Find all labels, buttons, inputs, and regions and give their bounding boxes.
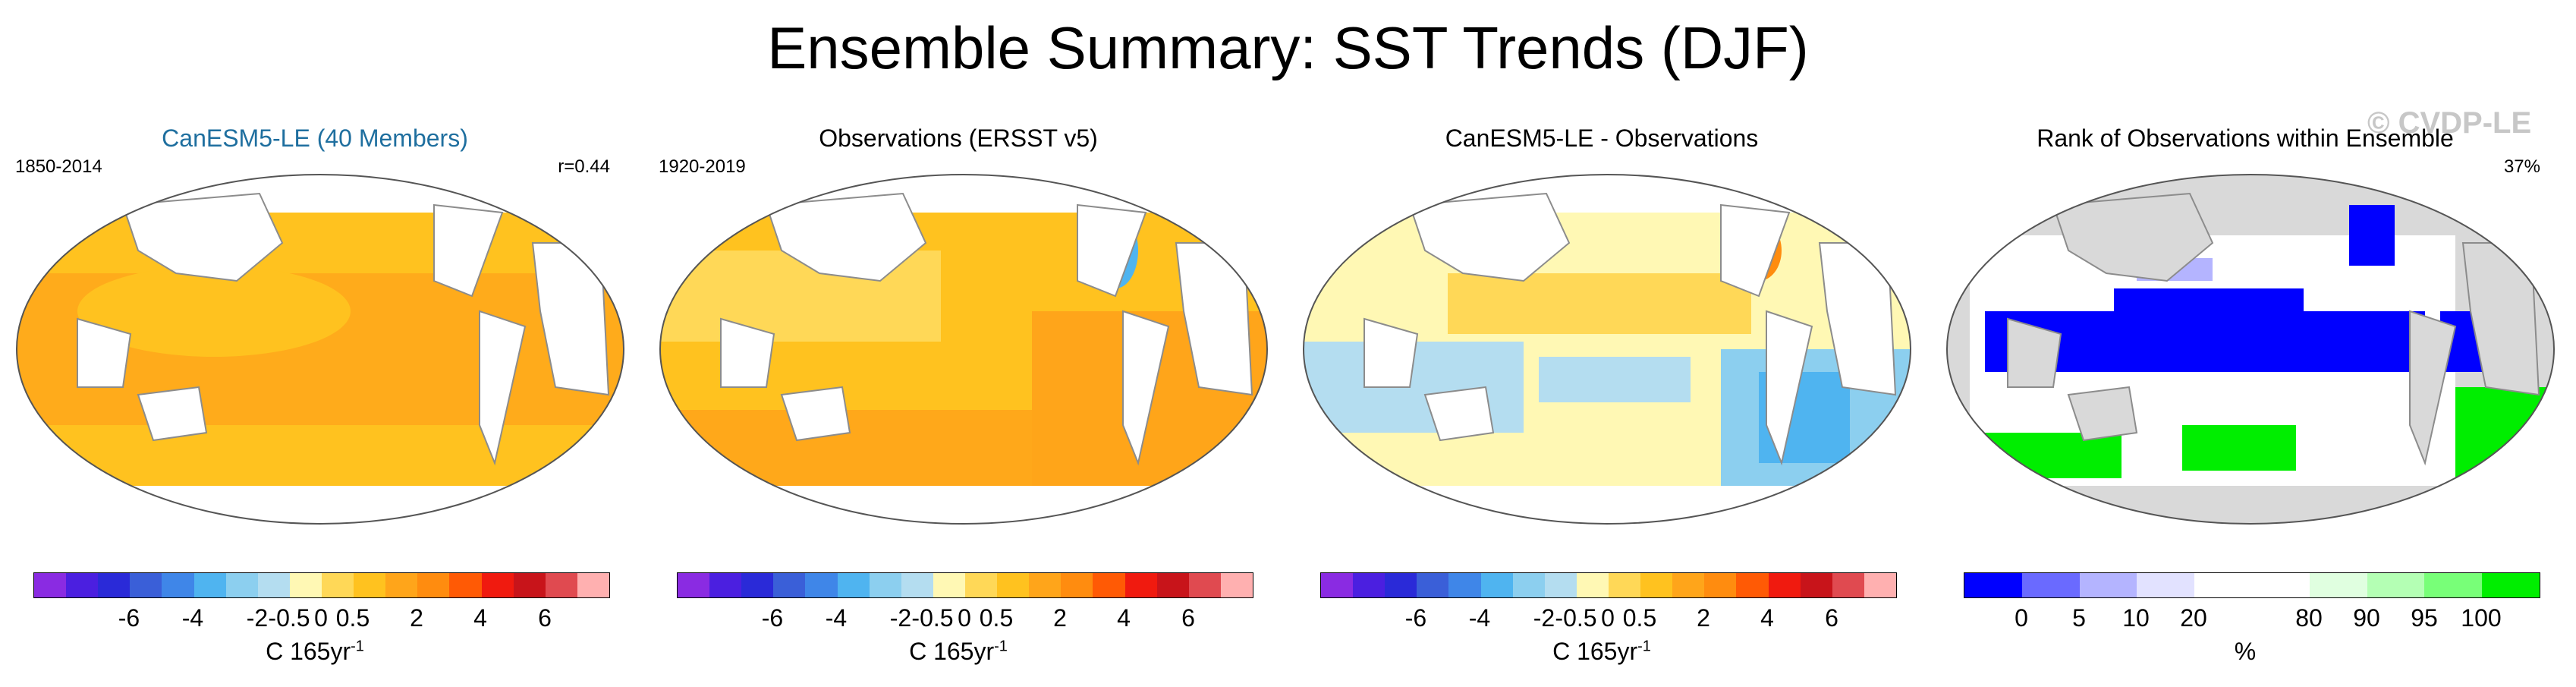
tick-label: 0.5 bbox=[335, 604, 370, 632]
panel-title: CanESM5-LE - Observations bbox=[1445, 124, 1759, 152]
tick-label: -2 bbox=[1533, 604, 1555, 632]
tick-label: 20 bbox=[2180, 604, 2207, 632]
tick-label: 0.5 bbox=[979, 604, 1014, 632]
panel-observations: Observations (ERSST v5) 1920-2019 -6 -4 … bbox=[643, 114, 1273, 683]
panel-canesm5: CanESM5-LE (40 Members) 1850-2014 r=0.44… bbox=[0, 114, 630, 683]
tick-label: 6 bbox=[1825, 604, 1838, 632]
tick-label: 90 bbox=[2353, 604, 2380, 632]
tick-label: -0.5 bbox=[268, 604, 310, 632]
colorbar-ticks: -6 -4 -2 -0.5 0 0.5 2 4 6 bbox=[1320, 604, 1895, 635]
tick-label: -2 bbox=[246, 604, 269, 632]
watermark: © CVDP-LE bbox=[2367, 106, 2532, 140]
tick-label: 4 bbox=[473, 604, 487, 632]
tick-label: 10 bbox=[2122, 604, 2150, 632]
world-map-sst-trend bbox=[659, 174, 1268, 525]
tick-label: 2 bbox=[1697, 604, 1710, 632]
tick-label: 0.5 bbox=[1622, 604, 1657, 632]
tick-label: -6 bbox=[118, 604, 140, 632]
tick-label: -4 bbox=[825, 604, 848, 632]
panel-difference: CanESM5-LE - Observations -6 -4 -2 -0.5 bbox=[1287, 114, 1917, 683]
colorbar-ticks: -6 -4 -2 -0.5 0 0.5 2 4 6 bbox=[677, 604, 1252, 635]
tick-label: -4 bbox=[181, 604, 204, 632]
panel-title: Observations (ERSST v5) bbox=[819, 124, 1098, 152]
colorbar-rank bbox=[1964, 572, 2540, 598]
tick-label: 5 bbox=[2072, 604, 2086, 632]
tick-label: 95 bbox=[2411, 604, 2438, 632]
tick-label: -6 bbox=[761, 604, 784, 632]
world-map-sst-difference bbox=[1303, 174, 1911, 525]
tick-label: -0.5 bbox=[1555, 604, 1597, 632]
tick-label: 100 bbox=[2461, 604, 2502, 632]
figure-title: Ensemble Summary: SST Trends (DJF) bbox=[767, 14, 1809, 81]
tick-label: -0.5 bbox=[911, 604, 954, 632]
colorbar-unit: C 165yr-1 bbox=[1552, 638, 1651, 665]
tick-label: 6 bbox=[538, 604, 552, 632]
colorbar-sst bbox=[33, 572, 610, 598]
tick-label: 0 bbox=[2015, 604, 2028, 632]
panel-period: 1850-2014 bbox=[15, 156, 102, 177]
tick-label: 4 bbox=[1760, 604, 1774, 632]
panel-correlation: r=0.44 bbox=[558, 156, 610, 177]
panel-title: Rank of Observations within Ensemble bbox=[2037, 124, 2454, 152]
panel-title: CanESM5-LE (40 Members) bbox=[162, 124, 468, 152]
colorbar-unit: C 165yr-1 bbox=[909, 638, 1008, 665]
tick-label: 0 bbox=[1601, 604, 1615, 632]
panel-percent: 37% bbox=[2503, 156, 2540, 177]
tick-label: 0 bbox=[958, 604, 971, 632]
tick-label: 4 bbox=[1117, 604, 1131, 632]
colorbar-unit: % bbox=[2234, 638, 2257, 665]
colorbar-sst bbox=[1320, 572, 1897, 598]
tick-label: -6 bbox=[1404, 604, 1427, 632]
tick-label: 2 bbox=[410, 604, 423, 632]
colorbar-unit: C 165yr-1 bbox=[266, 638, 364, 665]
tick-label: 2 bbox=[1053, 604, 1067, 632]
world-map-sst-trend bbox=[16, 174, 624, 525]
tick-label: -4 bbox=[1468, 604, 1491, 632]
world-map-rank bbox=[1946, 174, 2555, 525]
colorbar-ticks: -6 -4 -2 -0.5 0 0.5 2 4 6 bbox=[33, 604, 609, 635]
panel-period: 1920-2019 bbox=[659, 156, 746, 177]
tick-label: 80 bbox=[2295, 604, 2323, 632]
panel-rank: Rank of Observations within Ensemble 37%… bbox=[1930, 114, 2560, 683]
tick-label: 0 bbox=[314, 604, 328, 632]
tick-label: 6 bbox=[1181, 604, 1195, 632]
colorbar-ticks: 0 5 10 20 80 90 95 100 bbox=[1964, 604, 2539, 635]
tick-label: -2 bbox=[889, 604, 912, 632]
colorbar-sst bbox=[677, 572, 1253, 598]
